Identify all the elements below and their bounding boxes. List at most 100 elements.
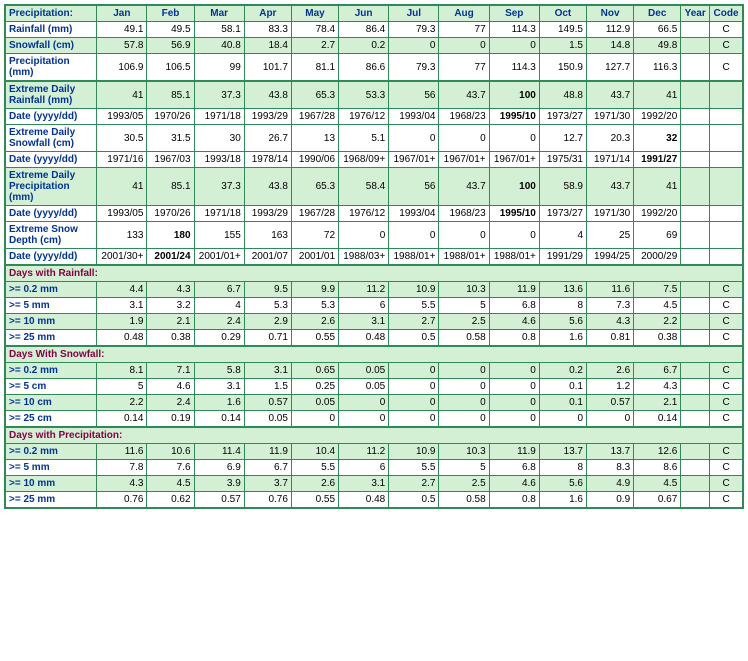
- cell-value: 4.3: [634, 379, 681, 395]
- cell-value: 9.5: [244, 282, 291, 298]
- table-row: >= 25 cm0.140.190.140.0500000000.14C: [5, 411, 743, 428]
- cell-value: 7.6: [147, 460, 194, 476]
- table-row: Extreme Daily Snowfall (cm)30.531.53026.…: [5, 125, 743, 152]
- cell-code: C: [710, 492, 743, 509]
- cell-value: 2.7: [389, 476, 439, 492]
- cell-value: 43.7: [439, 168, 489, 206]
- cell-value: 0.1: [539, 379, 586, 395]
- cell-value: 0: [439, 38, 489, 54]
- cell-value: 0.05: [339, 363, 389, 379]
- cell-value: 77: [439, 22, 489, 38]
- cell-value: 7.1: [147, 363, 194, 379]
- header-month: Code: [710, 5, 743, 22]
- cell-value: 1975/31: [539, 152, 586, 168]
- cell-value: 0: [439, 363, 489, 379]
- cell-value: 10.3: [439, 282, 489, 298]
- cell-value: 1.5: [539, 38, 586, 54]
- cell-value: 5.6: [539, 314, 586, 330]
- table-row: >= 25 mm0.480.380.290.710.550.480.50.580…: [5, 330, 743, 347]
- cell-value: 4.3: [97, 476, 147, 492]
- cell-value: 58.9: [539, 168, 586, 206]
- cell-value: 3.9: [194, 476, 244, 492]
- cell-value: 0: [339, 411, 389, 428]
- row-label: >= 5 mm: [5, 460, 97, 476]
- cell-value: 14.8: [587, 38, 634, 54]
- cell-value: 155: [194, 222, 244, 249]
- cell-value: 1971/30: [587, 109, 634, 125]
- cell-value: 77: [439, 54, 489, 82]
- cell-value: 25: [587, 222, 634, 249]
- cell-value: 3.7: [244, 476, 291, 492]
- table-row: Precipitation (mm)106.9106.599101.781.18…: [5, 54, 743, 82]
- cell-value: 1968/23: [439, 109, 489, 125]
- cell-value: 26.7: [244, 125, 291, 152]
- cell-value: 1971/18: [194, 109, 244, 125]
- cell-value: 2001/24: [147, 249, 194, 266]
- cell-value: 1993/04: [389, 206, 439, 222]
- cell-value: 2001/07: [244, 249, 291, 266]
- header-label: Precipitation:: [5, 5, 97, 22]
- cell-value: 1993/04: [389, 109, 439, 125]
- header-month: May: [291, 5, 338, 22]
- cell-value: 11.9: [489, 444, 539, 460]
- cell-value: 0: [291, 411, 338, 428]
- cell-value: 4.5: [147, 476, 194, 492]
- cell-value: 65.3: [291, 168, 338, 206]
- cell-value: 0: [489, 379, 539, 395]
- cell-value: 1.2: [587, 379, 634, 395]
- cell-value: 43.7: [587, 168, 634, 206]
- precip-table: Precipitation:JanFebMarAprMayJunJulAugSe…: [4, 4, 744, 509]
- cell-code: C: [710, 22, 743, 38]
- cell-value: 180: [147, 222, 194, 249]
- cell-value: 2.9: [244, 314, 291, 330]
- header-month: Jul: [389, 5, 439, 22]
- row-label: >= 10 mm: [5, 476, 97, 492]
- cell-value: 0.2: [539, 363, 586, 379]
- cell-value: 0.57: [587, 395, 634, 411]
- cell-value: 56: [389, 168, 439, 206]
- cell-value: 1993/18: [194, 152, 244, 168]
- cell-value: 0.58: [439, 492, 489, 509]
- cell-value: 10.4: [291, 444, 338, 460]
- cell-value: 3.1: [244, 363, 291, 379]
- cell-value: 1970/26: [147, 109, 194, 125]
- cell-value: 0: [389, 38, 439, 54]
- row-label: Date (yyyy/dd): [5, 206, 97, 222]
- table-row: >= 10 mm4.34.53.93.72.63.12.72.54.65.64.…: [5, 476, 743, 492]
- cell-value: 0.81: [587, 330, 634, 347]
- cell-value: 1967/01+: [389, 152, 439, 168]
- cell-value: 5.5: [389, 460, 439, 476]
- cell-value: 41: [97, 168, 147, 206]
- cell-value: 2001/30+: [97, 249, 147, 266]
- cell-value: 1988/01+: [489, 249, 539, 266]
- cell-value: 30: [194, 125, 244, 152]
- cell-value: 9.9: [291, 282, 338, 298]
- cell-value: 11.6: [97, 444, 147, 460]
- cell-year: [681, 22, 710, 38]
- header-month: Year: [681, 5, 710, 22]
- cell-value: 0: [489, 411, 539, 428]
- cell-value: 2.6: [291, 314, 338, 330]
- cell-value: 0: [489, 363, 539, 379]
- cell-value: 2.6: [291, 476, 338, 492]
- cell-value: 0.14: [194, 411, 244, 428]
- cell-year: [681, 125, 710, 152]
- cell-value: 0.25: [291, 379, 338, 395]
- cell-value: 41: [634, 81, 681, 109]
- cell-value: 56.9: [147, 38, 194, 54]
- cell-value: 149.5: [539, 22, 586, 38]
- cell-value: 1971/30: [587, 206, 634, 222]
- cell-value: 127.7: [587, 54, 634, 82]
- table-row: >= 5 cm54.63.11.50.250.050000.11.24.3C: [5, 379, 743, 395]
- row-label: Rainfall (mm): [5, 22, 97, 38]
- cell-value: 79.3: [389, 22, 439, 38]
- cell-value: 12.6: [634, 444, 681, 460]
- cell-value: 163: [244, 222, 291, 249]
- cell-value: 0.14: [634, 411, 681, 428]
- cell-value: 0.38: [147, 330, 194, 347]
- cell-value: 3.1: [97, 298, 147, 314]
- cell-value: 114.3: [489, 54, 539, 82]
- cell-value: 4.6: [147, 379, 194, 395]
- cell-value: 1988/01+: [389, 249, 439, 266]
- cell-value: 100: [489, 168, 539, 206]
